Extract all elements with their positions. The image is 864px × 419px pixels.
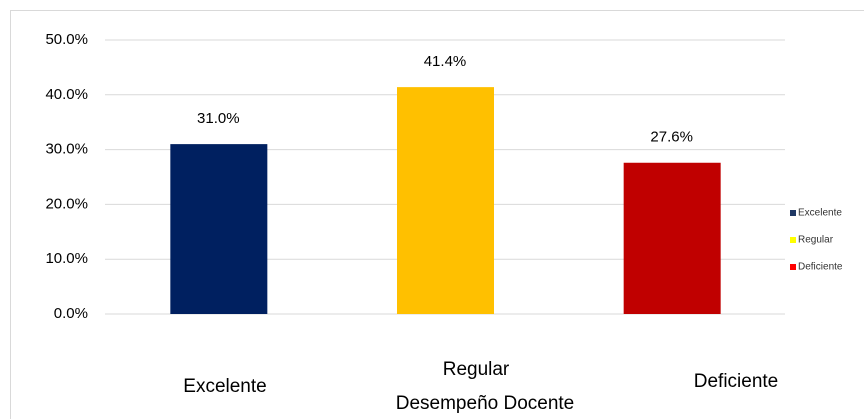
data-label: 27.6% xyxy=(650,129,693,146)
x-tick-label: Regular xyxy=(443,359,510,380)
y-tick-label: 10.0% xyxy=(45,250,88,267)
x-tick-label: Excelente xyxy=(183,376,266,397)
legend-swatch xyxy=(790,210,796,216)
legend-swatch xyxy=(790,264,796,270)
y-tick-label: 50.0% xyxy=(45,31,88,48)
y-tick-label: 30.0% xyxy=(45,141,88,158)
y-tick-label: 20.0% xyxy=(45,195,88,212)
legend-label: Deficiente xyxy=(798,262,843,273)
y-tick-label: 40.0% xyxy=(45,86,88,103)
legend-label: Regular xyxy=(798,235,834,246)
x-axis-title: Desempeño Docente xyxy=(396,393,575,414)
bar xyxy=(170,144,268,314)
y-tick-label: 0.0% xyxy=(54,305,88,322)
x-tick-label: Deficiente xyxy=(694,371,779,392)
bar xyxy=(623,162,721,314)
legend-label: Excelente xyxy=(798,208,842,219)
data-label: 41.4% xyxy=(424,53,467,70)
data-label: 31.0% xyxy=(197,110,240,127)
bar xyxy=(397,87,494,315)
legend-swatch xyxy=(790,237,796,243)
